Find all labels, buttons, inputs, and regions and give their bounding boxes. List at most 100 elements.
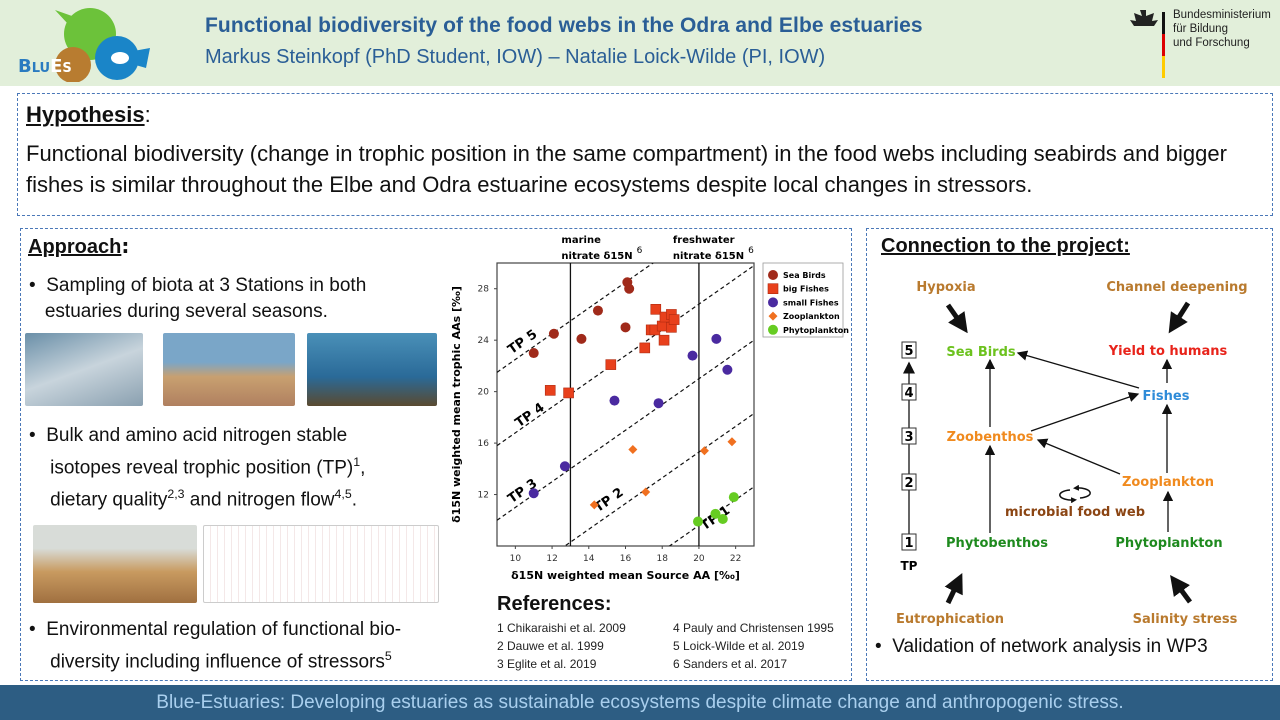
data-point-zooplankton (628, 445, 638, 455)
node-phytoplankton: Phytoplankton (1115, 536, 1222, 551)
approach-heading-text: Approach (28, 236, 122, 258)
stressor-channel-deepening: Channel deepening (1106, 280, 1247, 295)
citation: 6 (748, 246, 754, 256)
data-point-big-fishes (668, 314, 680, 325)
photo-eider (307, 333, 437, 406)
reference-item: 3 Eglite et al. 2019 (497, 657, 597, 671)
reference-item: 1 Chikaraishi et al. 2009 (497, 621, 626, 635)
marine-annotation: marine (561, 235, 601, 246)
citation: 1 (353, 455, 361, 469)
bullet-line: Sampling of biota at 3 Stations in both (46, 275, 367, 296)
tp-level-label: 2 (904, 476, 913, 491)
x-tick-label: 10 (510, 554, 522, 564)
colon: : (144, 102, 151, 127)
data-point-small-fishes (653, 398, 664, 409)
punct: , (360, 457, 366, 479)
bullet-line: isotopes reveal trophic position (TP) (50, 457, 354, 479)
bullet-validation: • Validation of network analysis in WP3 (875, 636, 1208, 657)
cycle-icon (1059, 484, 1091, 504)
tp-level-label: 1 (904, 536, 913, 551)
y-tick-label: 12 (478, 491, 489, 501)
x-tick-label: 16 (620, 554, 632, 564)
food-web-arrows (984, 350, 1174, 533)
x-tick-label: 14 (583, 554, 595, 564)
bullet-regulation: • Environmental regulation of functional… (29, 619, 402, 673)
node-yield: Yield to humans (1108, 344, 1228, 359)
data-point-big-fishes (658, 334, 670, 346)
stressor-arrows (944, 301, 1193, 605)
data-point-small-fishes (528, 488, 539, 499)
data-point-sea-birds (620, 322, 631, 333)
reference-item: 5 Loick-Wilde et al. 2019 (673, 639, 805, 653)
blues-logo: BLUES (18, 8, 150, 82)
legend-label: Sea Birds (783, 271, 826, 280)
node-sea-birds: Sea Birds (946, 345, 1016, 360)
bullet-line: Validation of network analysis in WP3 (892, 636, 1208, 657)
tp-line (497, 265, 754, 447)
legend-marker (768, 324, 778, 335)
photo-fish (163, 333, 295, 406)
bmbf-logo: Bundesministerium für Bildung und Forsch… (1126, 5, 1271, 78)
data-point-zooplankton (727, 437, 737, 447)
references: References: 1 Chikaraishi et al. 2009 2 … (497, 593, 847, 671)
data-point-sea-birds (624, 283, 635, 294)
trophic-scatter-chart: TP 1TP 2TP 3TP 4TP 510 12 14 16 18 20 22121620… (450, 235, 849, 582)
header: BLUES Functional biodiversity of the foo… (0, 0, 1280, 86)
legend-marker (767, 283, 779, 295)
data-point-zooplankton (641, 487, 651, 497)
colon: : (121, 234, 130, 258)
x-tick-label: 20 (693, 554, 705, 564)
node-phytobenthos: Phytobenthos (946, 536, 1048, 551)
data-point-phytoplankton (710, 508, 721, 519)
tp-level-2: 2 (901, 473, 917, 491)
hypothesis-text: Functional biodiversity (change in troph… (26, 141, 1227, 197)
data-point-zooplankton (589, 500, 599, 510)
tp-level-label: 3 (904, 430, 913, 445)
y-tick-label: 24 (478, 336, 490, 346)
stressor-hypoxia: Hypoxia (916, 280, 975, 295)
freshwater-annotation: nitrate δ15N (673, 251, 744, 262)
node-fishes: Fishes (1143, 389, 1190, 404)
bullet-line: and nitrogen flow (184, 489, 335, 511)
photo-chromatogram (203, 525, 439, 603)
data-point-big-fishes (650, 304, 662, 315)
plot-frame (496, 262, 755, 547)
legend-label: Zooplankton (783, 312, 840, 321)
bullet-line: dietary quality (50, 489, 168, 511)
y-tick-label: 28 (478, 285, 490, 295)
node-zoobenthos: Zoobenthos (947, 430, 1034, 445)
connection-section: Connection to the project: • Validation … (866, 228, 1273, 681)
data-point-small-fishes (722, 364, 733, 375)
x-tick-label: 22 (730, 554, 741, 564)
data-point-zooplankton (699, 446, 709, 456)
citation: 4,5 (334, 487, 352, 502)
data-point-sea-birds (592, 305, 603, 316)
tp-level-4: 4 (901, 383, 917, 401)
legend-marker (768, 297, 778, 308)
ministry-line: für Bildung (1173, 23, 1228, 35)
punct: . (351, 489, 357, 511)
photo-samples (33, 525, 197, 603)
bullet-line: estuaries during several seasons. (44, 301, 328, 322)
connection-heading: Connection to the project: (881, 235, 1130, 257)
bullet-line: Bulk and amino acid nitrogen stable (46, 425, 348, 446)
hypothesis-heading: Hypothesis: (26, 102, 151, 128)
data-point-small-fishes (711, 333, 722, 344)
legend-label: Phytoplankton (783, 326, 849, 335)
x-axis-label: δ15N weighted mean Source AA [‰] (511, 569, 740, 582)
ministry-line: Bundesministerium (1173, 9, 1271, 21)
ministry-line: und Forschung (1173, 37, 1250, 49)
data-point-sea-birds (548, 328, 559, 339)
tp-level-1: 1 (901, 533, 917, 551)
tp-line (668, 486, 754, 546)
footer-banner: Blue-Estuaries: Developing estuaries as … (0, 685, 1280, 720)
bullet-isotopes: • Bulk and amino acid nitrogen stable is… (29, 425, 366, 511)
citation: 6 (637, 246, 643, 256)
data-point-sea-birds (576, 333, 587, 344)
x-tick-label: 12 (546, 554, 557, 564)
legend-marker (768, 311, 778, 321)
citation: 2,3 (167, 487, 185, 502)
food-web-diagram: Hypoxia Channel deepening Eutrophication… (896, 280, 1248, 627)
legend-label: small Fishes (783, 298, 839, 307)
y-tick-label: 16 (478, 439, 490, 449)
